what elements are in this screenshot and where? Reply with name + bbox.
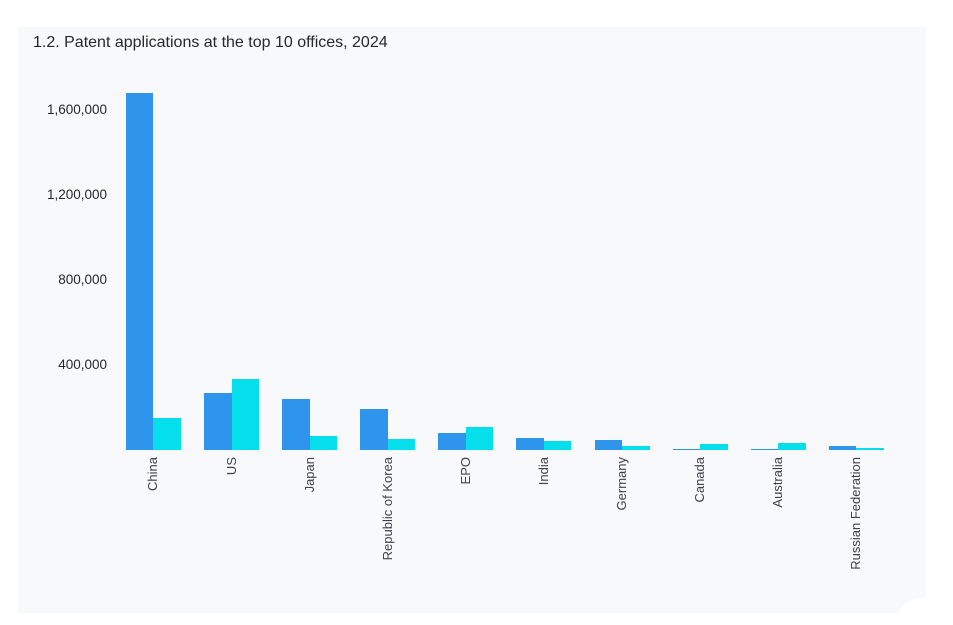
x-label-germany: Germany xyxy=(614,457,629,511)
bar-china-cyan[interactable] xyxy=(153,418,181,450)
bar-canada-cyan[interactable] xyxy=(700,444,728,450)
bar-epo-cyan[interactable] xyxy=(465,427,494,450)
bar-epo-blue[interactable] xyxy=(438,433,466,450)
bar-australia-blue[interactable] xyxy=(750,448,779,450)
bar-germany-blue[interactable] xyxy=(594,440,622,450)
bar-canada-blue[interactable] xyxy=(672,448,701,450)
card-corner-notch xyxy=(897,598,953,625)
x-label-japan: Japan xyxy=(301,457,317,493)
bar-us-blue[interactable] xyxy=(204,393,232,450)
x-label-china: China xyxy=(145,457,161,491)
y-tick-400000: 400,000 xyxy=(58,357,107,372)
bar-india-blue[interactable] xyxy=(516,438,544,450)
bar-japan-cyan[interactable] xyxy=(309,435,338,450)
bar-india-cyan[interactable] xyxy=(543,441,572,450)
y-tick-800000: 800,000 xyxy=(58,272,107,287)
bar-russian-federation-cyan[interactable] xyxy=(856,448,884,450)
chart-card: 1.2. Patent applications at the top 10 o… xyxy=(18,27,926,613)
y-tick-1200000: 1,200,000 xyxy=(46,187,107,202)
y-tick-1600000: 1,600,000 xyxy=(46,102,107,117)
bar-china-blue[interactable] xyxy=(125,93,154,450)
chart-title: 1.2. Patent applications at the top 10 o… xyxy=(33,34,388,51)
x-label-india: India xyxy=(535,457,551,486)
bar-republic-of-korea-cyan[interactable] xyxy=(387,438,416,450)
bar-republic-of-korea-blue[interactable] xyxy=(360,408,388,450)
bar-germany-cyan[interactable] xyxy=(622,445,650,450)
bar-russian-federation-blue[interactable] xyxy=(828,445,857,450)
x-label-us: US xyxy=(223,457,239,476)
x-label-australia: Australia xyxy=(770,457,786,508)
x-label-republic-of-korea: Republic of Korea xyxy=(379,457,395,561)
bar-australia-cyan[interactable] xyxy=(778,443,806,450)
bar-us-cyan[interactable] xyxy=(231,379,259,450)
x-label-russian-federation: Russian Federation xyxy=(848,457,864,570)
bar-japan-blue[interactable] xyxy=(282,399,310,450)
x-label-canada: Canada xyxy=(692,457,708,503)
x-label-epo: EPO xyxy=(457,457,473,485)
